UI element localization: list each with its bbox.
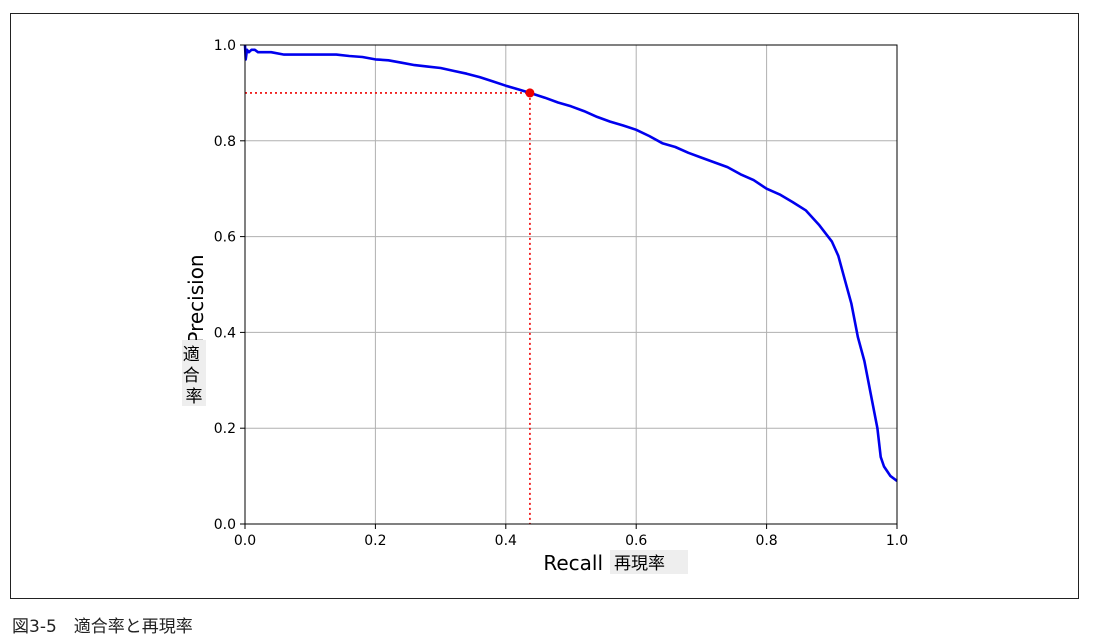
y-tick-label: 0.0	[214, 517, 236, 533]
y-axis-title-jp-highlight	[182, 340, 206, 406]
precision-recall-curve	[243, 44, 898, 482]
plot-border	[244, 44, 898, 525]
figure-caption: 図3-5 適合率と再現率	[12, 617, 193, 637]
x-tick-label: 0.4	[495, 533, 517, 549]
x-axis-title: Recall	[543, 551, 603, 575]
marker-layer	[525, 88, 535, 98]
threshold-guides	[245, 92, 531, 524]
series-layer	[243, 44, 898, 482]
y-tick-label: 0.2	[214, 421, 236, 437]
x-tick-label: 0.6	[625, 533, 647, 549]
y-tick-label: 0.6	[214, 230, 236, 246]
x-axis-title-jp-highlight	[610, 550, 688, 574]
figure-frame: 0.0 0.2 0.4 0.6 0.8 1.0 0.0 0.2 0.4 0.6 0.8 1.0 Rec…	[10, 13, 1079, 599]
y-axis-title-jp: 適 合 率	[183, 345, 205, 407]
y-axis-title-jp-char: 適	[183, 345, 200, 365]
precision-recall-chart: 0.0 0.2 0.4 0.6 0.8 1.0 0.0 0.2 0.4 0.6 0.8 1.0 Rec…	[182, 38, 908, 575]
axis-ticks: 0.0 0.2 0.4 0.6 0.8 1.0 0.0 0.2 0.4 0.6 0.8 1.0	[214, 38, 908, 549]
y-axis-title: Precision	[184, 254, 208, 343]
x-tick-label: 0.2	[364, 533, 386, 549]
threshold-point	[525, 88, 535, 98]
y-tick-label: 1.0	[214, 38, 236, 54]
x-axis-title-jp: 再現率	[614, 554, 665, 574]
x-tick-label: 1.0	[886, 533, 908, 549]
x-tick-label: 0.8	[755, 533, 777, 549]
y-tick-label: 0.8	[214, 134, 236, 150]
y-axis-title-jp-char: 率	[186, 387, 203, 407]
grid-lines	[244, 44, 898, 525]
y-axis-title-jp-char: 合	[183, 366, 200, 386]
y-tick-label: 0.4	[214, 325, 236, 341]
x-tick-label: 0.0	[234, 533, 256, 549]
